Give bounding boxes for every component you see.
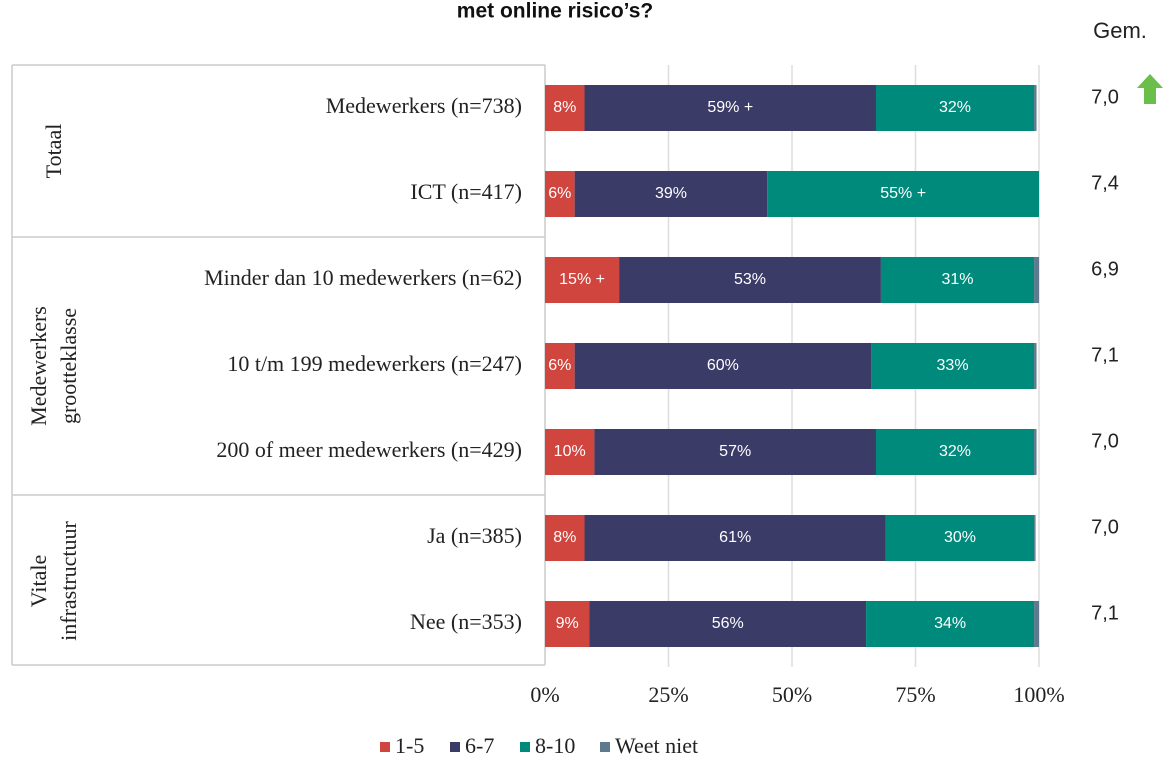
x-tick-label: 100%	[1013, 682, 1064, 707]
legend-swatch	[520, 742, 530, 752]
value-label: 60%	[707, 357, 739, 374]
value-label: 8%	[553, 529, 576, 546]
bar-segment	[589, 601, 867, 647]
value-label: 39%	[655, 185, 687, 202]
bar-segment	[574, 343, 872, 389]
bar-segment	[1034, 429, 1037, 475]
x-tick-label: 75%	[895, 682, 935, 707]
average-value: 7,0	[1091, 430, 1119, 452]
bar-segment	[545, 515, 585, 561]
value-label: 34%	[934, 615, 966, 632]
value-label: 31%	[941, 271, 973, 288]
legend-label: 1-5	[395, 733, 424, 758]
legend-label: 6-7	[465, 733, 494, 758]
x-tick-label: 25%	[648, 682, 688, 707]
group-label: infrastructuur	[56, 520, 81, 640]
value-label: 53%	[734, 271, 766, 288]
bar-segment	[545, 343, 575, 389]
bar-segment	[594, 429, 876, 475]
bar-segment	[1034, 257, 1039, 303]
x-tick-label: 0%	[530, 682, 559, 707]
value-label: 6%	[548, 185, 571, 202]
value-label: 30%	[944, 529, 976, 546]
group-label: Vitale	[26, 555, 51, 607]
bar-segment	[875, 85, 1035, 131]
group-label: Totaal	[41, 124, 66, 179]
bar-segment	[545, 85, 585, 131]
value-label: 32%	[939, 99, 971, 116]
bar-segment	[1034, 515, 1036, 561]
legend-label: Weet niet	[615, 733, 698, 758]
bar-segment	[871, 343, 1035, 389]
value-label: 10%	[554, 443, 586, 460]
category-label: 10 t/m 199 medewerkers (n=247)	[227, 351, 522, 376]
bar-segment	[574, 171, 768, 217]
average-value: 7,4	[1091, 172, 1119, 194]
category-label: ICT (n=417)	[410, 179, 522, 204]
value-label: 56%	[712, 615, 744, 632]
bar-segment	[1034, 85, 1037, 131]
legend-swatch	[600, 742, 610, 752]
category-label: 200 of meer medewerkers (n=429)	[216, 437, 522, 462]
bar-segment	[1034, 601, 1039, 647]
category-label: Medewerkers (n=738)	[326, 93, 522, 118]
bar-segment	[875, 429, 1035, 475]
average-value: 7,0	[1091, 86, 1119, 108]
value-label: 6%	[548, 357, 571, 374]
bar-segment	[545, 257, 620, 303]
legend-label: 8-10	[535, 733, 575, 758]
legend-swatch	[380, 742, 390, 752]
average-value: 6,9	[1091, 258, 1119, 280]
bar-segment	[545, 171, 575, 217]
group-label: Medewerkers	[26, 306, 51, 426]
average-header: Gem.	[1093, 18, 1147, 43]
value-label: 61%	[719, 529, 751, 546]
value-label: 9%	[556, 615, 579, 632]
legend-swatch	[450, 742, 460, 752]
bar-segment	[545, 601, 590, 647]
group-label: grootteklasse	[56, 308, 81, 424]
category-label: Ja (n=385)	[427, 523, 522, 548]
value-label: 59% +	[707, 99, 753, 116]
value-label: 32%	[939, 443, 971, 460]
bar-segment	[885, 515, 1035, 561]
average-value: 7,1	[1091, 602, 1119, 624]
bar-segment	[619, 257, 881, 303]
bar-segment	[1034, 343, 1037, 389]
bar-segment	[584, 85, 876, 131]
average-value: 7,1	[1091, 344, 1119, 366]
bar-segment	[767, 171, 1039, 217]
value-label: 55% +	[880, 185, 926, 202]
bar-segment	[584, 515, 886, 561]
value-label: 8%	[553, 99, 576, 116]
category-label: Nee (n=353)	[410, 609, 522, 634]
bar-segment	[866, 601, 1035, 647]
value-label: 15% +	[559, 271, 605, 288]
bar-segment	[545, 429, 595, 475]
x-tick-label: 50%	[772, 682, 812, 707]
value-label: 57%	[719, 443, 751, 460]
bar-segment	[880, 257, 1035, 303]
category-label: Minder dan 10 medewerkers (n=62)	[204, 265, 522, 290]
chart-title: met online risico’s?	[457, 0, 653, 23]
average-value: 7,0	[1091, 516, 1119, 538]
value-label: 33%	[937, 357, 969, 374]
up-arrow-icon	[1137, 74, 1163, 104]
